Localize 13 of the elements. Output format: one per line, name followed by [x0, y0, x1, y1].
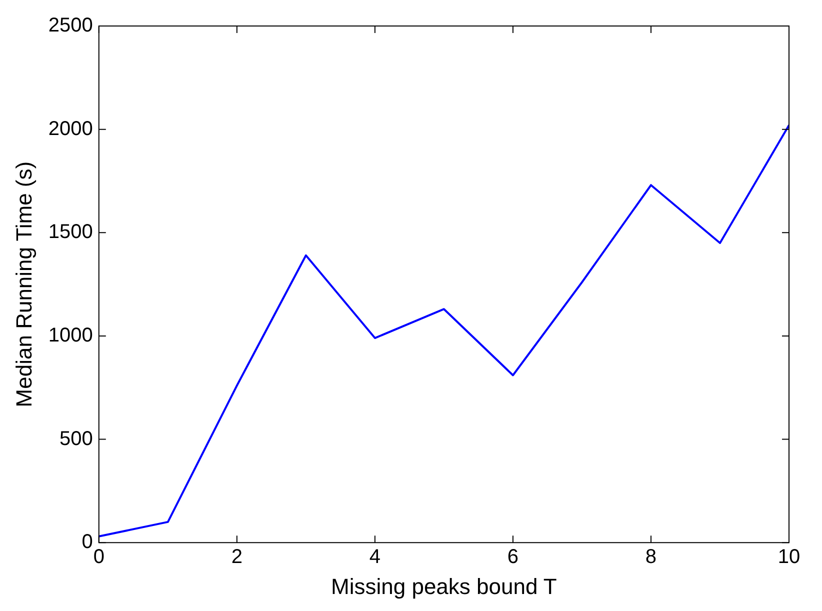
x-tick-label: 10 — [778, 546, 800, 568]
y-tick-label: 1500 — [48, 221, 93, 244]
y-tick-label: 0 — [82, 531, 93, 554]
x-tick-label: 6 — [507, 546, 519, 568]
x-axis-title: Missing peaks bound T — [331, 574, 557, 599]
x-tick-label: 8 — [645, 546, 657, 568]
y-tick-label: 500 — [60, 428, 93, 450]
y-axis-title: Median Running Time (s) — [11, 161, 36, 408]
y-tick-label: 2000 — [48, 118, 93, 140]
y-tick-label: 1000 — [48, 324, 93, 346]
x-tick-label: 4 — [369, 546, 380, 568]
x-tick-label: 2 — [231, 546, 242, 568]
y-tick-label: 2500 — [48, 14, 93, 37]
